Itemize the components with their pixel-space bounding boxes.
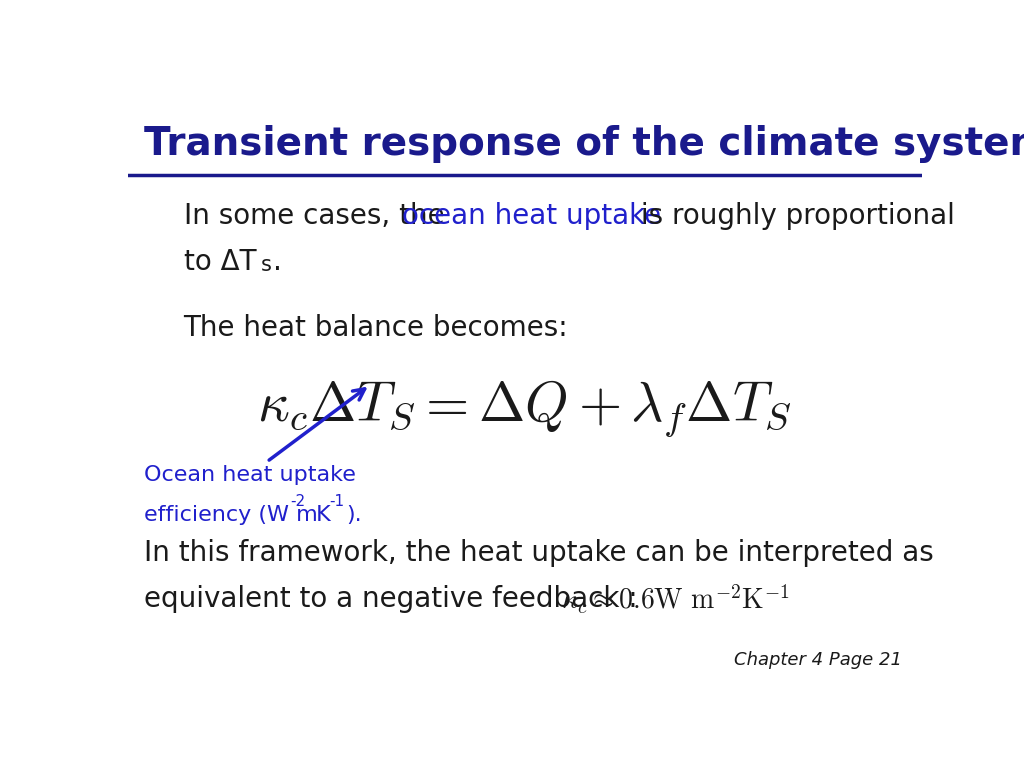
Text: $\kappa_c \Delta T_S = \Delta Q + \lambda_f \Delta T_S$: $\kappa_c \Delta T_S = \Delta Q + \lambd…	[257, 379, 793, 439]
Text: is roughly proportional: is roughly proportional	[632, 201, 954, 230]
Text: Ocean heat uptake: Ocean heat uptake	[143, 465, 355, 485]
Text: Chapter 4 Page 21: Chapter 4 Page 21	[734, 650, 902, 669]
Text: to ΔT: to ΔT	[183, 248, 256, 276]
Text: The heat balance becomes:: The heat balance becomes:	[183, 314, 568, 342]
Text: In this framework, the heat uptake can be interpreted as: In this framework, the heat uptake can b…	[143, 538, 934, 567]
Text: .: .	[273, 248, 282, 276]
Text: s: s	[260, 255, 271, 275]
Text: -1: -1	[329, 495, 344, 509]
Text: $\kappa_c \approx 0.6\mathrm{W}\ \mathrm{m}^{-2}\mathrm{K}^{-1}$: $\kappa_c \approx 0.6\mathrm{W}\ \mathrm…	[560, 582, 790, 616]
Text: ).: ).	[346, 505, 361, 525]
Text: ocean heat uptake: ocean heat uptake	[401, 201, 660, 230]
Text: K: K	[309, 505, 331, 525]
Text: In some cases, the: In some cases, the	[183, 201, 453, 230]
Text: efficiency (W m: efficiency (W m	[143, 505, 317, 525]
Text: Transient response of the climate system: Transient response of the climate system	[143, 124, 1024, 163]
Text: -2: -2	[291, 495, 306, 509]
Text: equivalent to a negative feedback :: equivalent to a negative feedback :	[143, 584, 646, 613]
